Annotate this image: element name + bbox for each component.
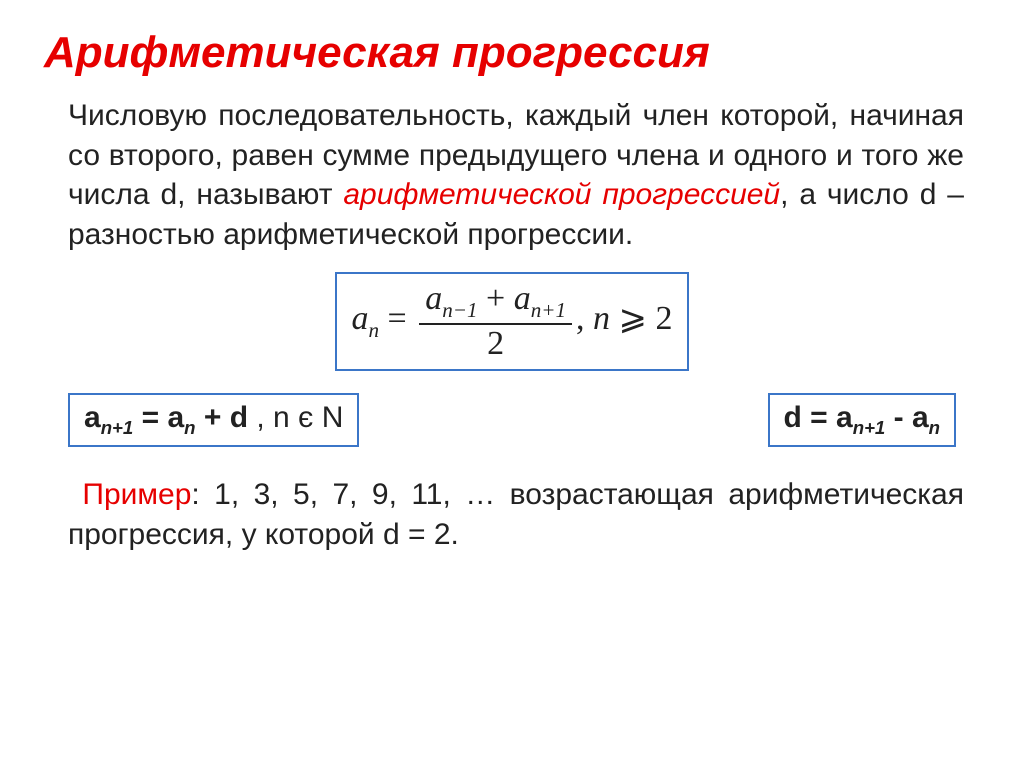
difference-formula-box: d = an+1 - an <box>768 393 957 447</box>
example-text: : 1, 3, 5, 7, 9, 11, … возрастающая ариф… <box>68 478 964 551</box>
mean-sep: , <box>576 301 593 338</box>
recur-lhs-var: a <box>84 401 101 434</box>
mean-num-sub1: n−1 <box>442 298 477 322</box>
mean-eq: = <box>388 301 416 338</box>
recur-main: an+1 = an + d <box>84 401 256 434</box>
recurrence-formula-box: an+1 = an + d , n є N <box>68 393 359 447</box>
mean-num-plus: + <box>486 280 505 317</box>
mean-formula-row: an = an−1 + an+1 2 , n ⩾ 2 <box>44 272 980 371</box>
slide-container: Арифметическая прогрессия Числовую после… <box>0 0 1024 767</box>
recur-N: N <box>322 401 344 434</box>
mean-lhs-var: a <box>351 301 368 338</box>
mean-num-var2: a <box>514 280 531 317</box>
recur-in: є <box>290 401 322 434</box>
recur-rhs-var: a <box>167 401 184 434</box>
mean-num-sub2: n+1 <box>531 298 566 322</box>
recur-n: n <box>273 401 290 434</box>
mean-denominator: 2 <box>419 325 572 363</box>
mean-num-var1: a <box>425 280 442 317</box>
diff-rhs-sub2: n <box>929 417 940 438</box>
diff-lhs: d <box>784 401 802 434</box>
diff-minus: - <box>885 401 912 434</box>
diff-eq: = <box>802 401 836 434</box>
recur-rhs-sub: n <box>184 417 195 438</box>
mean-cond-val: 2 <box>656 301 673 338</box>
definition-term: арифметической прогрессией <box>343 178 780 211</box>
example-paragraph: Пример: 1, 3, 5, 7, 9, 11, … возрастающа… <box>44 475 980 554</box>
example-label: Пример <box>82 478 191 511</box>
slide-title: Арифметическая прогрессия <box>44 28 980 78</box>
mean-cond-var: n <box>593 301 610 338</box>
recur-eq: = <box>133 401 167 434</box>
diff-rhs-var2: a <box>912 401 929 434</box>
diff-main: d = an+1 - an <box>784 401 941 434</box>
mean-formula-box: an = an−1 + an+1 2 , n ⩾ 2 <box>335 272 688 371</box>
diff-rhs-var1: a <box>836 401 853 434</box>
recur-comma: , <box>256 401 273 434</box>
formula-row: an+1 = an + d , n є N d = an+1 - an <box>68 393 956 447</box>
mean-fraction: an−1 + an+1 2 <box>419 280 572 363</box>
mean-numerator: an−1 + an+1 <box>419 280 572 325</box>
definition-paragraph: Числовую последовательность, каждый член… <box>44 96 980 254</box>
mean-lhs-sub: n <box>368 318 379 342</box>
mean-cond-sym: ⩾ <box>610 301 656 338</box>
recur-plus-d: + d <box>196 401 257 434</box>
diff-rhs-sub1: n+1 <box>853 417 886 438</box>
recur-lhs-sub: n+1 <box>101 417 134 438</box>
